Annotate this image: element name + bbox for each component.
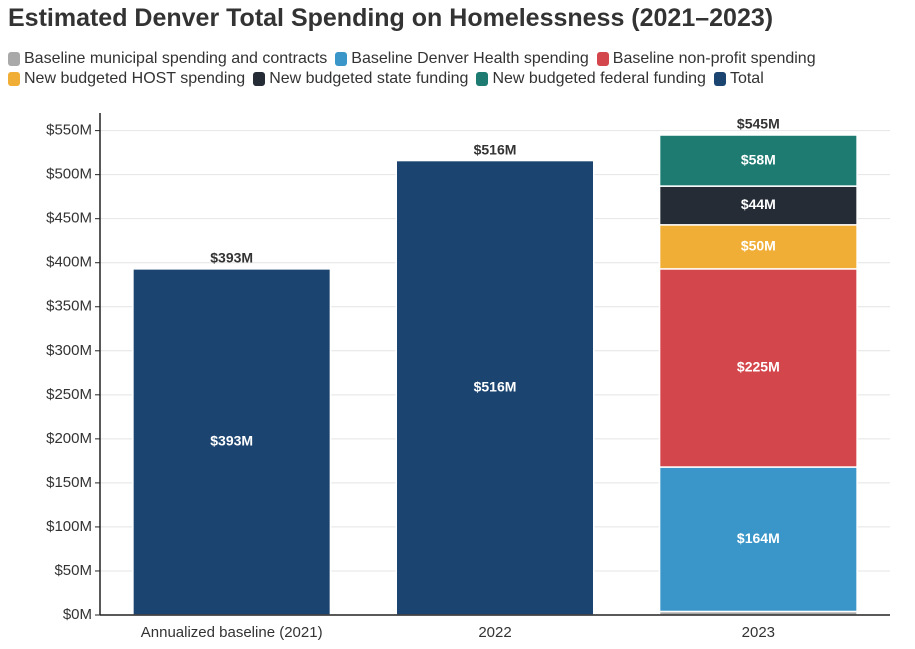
legend-swatch [335,52,348,66]
total-label: $516M [474,141,517,157]
legend-item: Total [713,70,764,88]
bar-segment [658,224,858,270]
legend-label: New budgeted state funding [269,70,469,87]
y-tick-label: $100M [46,518,92,535]
legend-item: New budgeted federal funding [476,70,706,88]
legend-label: Baseline non-profit spending [612,50,816,67]
legend-label: Baseline Denver Health spending [351,50,589,67]
legend-item: Baseline Denver Health spending [335,50,589,68]
legend-swatch [8,52,20,66]
total-label: $545M [737,116,780,132]
legend-label: Baseline municipal spending and contract… [24,50,328,67]
y-tick-label: $450M [46,210,92,227]
legend-swatch [8,72,20,86]
y-tick-label: $150M [46,474,92,491]
data-label: $516M [474,378,517,394]
bar-segment [658,134,858,187]
y-tick-label: $250M [46,386,92,403]
y-tick-label: $350M [46,298,92,315]
x-tick-label: 2023 [742,624,775,641]
y-tick-label: $500M [46,166,92,183]
y-tick-label: $0M [63,606,92,623]
data-label: $44M [741,196,776,212]
legend-swatch [596,52,609,66]
legend-label: New budgeted federal funding [492,70,706,87]
legend: Baseline municipal spending and contract… [8,50,868,88]
bar-segment [658,268,858,468]
total-label: $393M [210,250,253,266]
y-tick-label: $550M [46,122,92,139]
y-tick-label: $300M [46,342,92,359]
data-label: $164M [737,530,780,546]
data-label: $50M [741,238,776,254]
legend-item: Baseline non-profit spending [596,50,816,68]
bar-segment [395,159,595,616]
data-label: $393M [210,433,253,449]
data-label: $58M [741,151,776,167]
bar-segment [658,466,858,613]
x-tick-label: 2022 [478,624,511,641]
legend-swatch [713,72,726,86]
legend-swatch [253,72,266,86]
bar-segment [132,268,332,616]
bar-segment [658,185,858,226]
chart-title: Estimated Denver Total Spending on Homel… [8,4,774,32]
y-tick-label: $200M [46,430,92,447]
legend-label: Total [729,70,764,87]
legend-label: New budgeted HOST spending [24,70,246,87]
y-tick-label: $400M [46,254,92,271]
legend-item: Baseline municipal spending and contract… [8,50,327,68]
legend-item: New budgeted state funding [253,70,468,88]
legend-item: New budgeted HOST spending [8,70,245,88]
y-tick-label: $50M [54,562,92,579]
x-tick-label: Annualized baseline (2021) [141,624,323,641]
legend-swatch [476,72,489,86]
data-label: $225M [737,359,780,375]
